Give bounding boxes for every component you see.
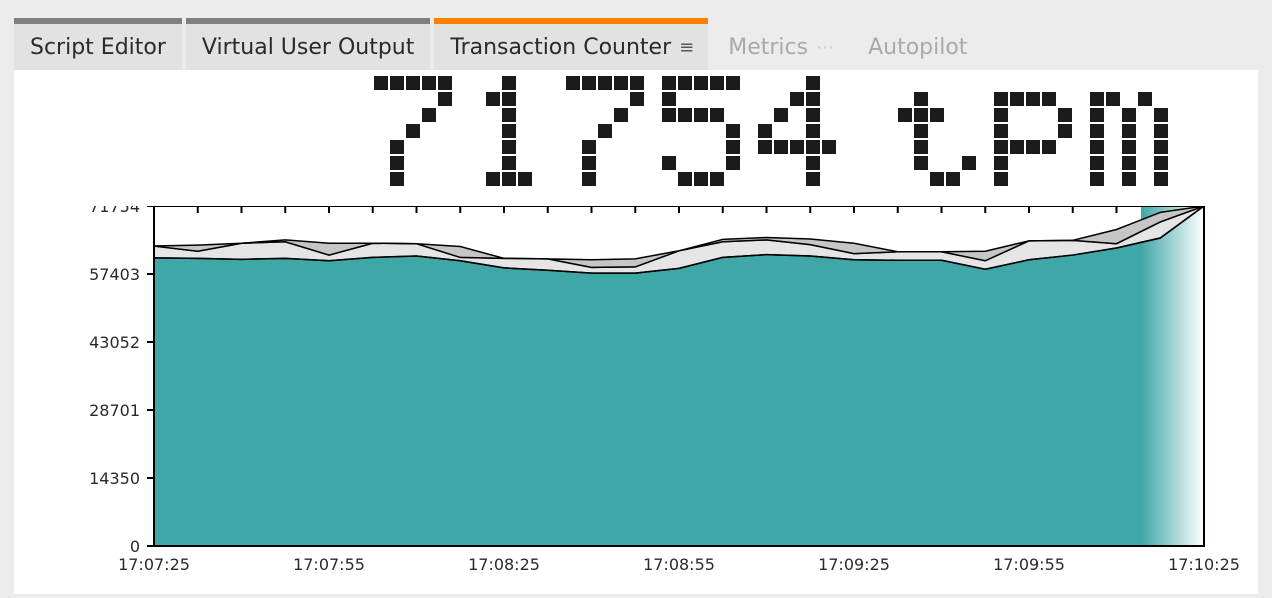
counter-char [662, 76, 740, 186]
tab-label: Transaction Counter [450, 35, 671, 60]
counter-char [898, 76, 976, 186]
tab-metrics: Metrics ⋯ [712, 18, 848, 70]
svg-text:17:08:25: 17:08:25 [468, 555, 540, 574]
svg-text:17:07:25: 17:07:25 [118, 555, 190, 574]
svg-text:17:08:55: 17:08:55 [643, 555, 715, 574]
tpm-chart: 0 14350 28701 43052 57403 71754 17:07:25 17:07:… [34, 206, 1244, 586]
tab-label: Autopilot [868, 35, 967, 60]
counter-char [470, 76, 548, 186]
tab-autopilot: Autopilot [852, 18, 983, 70]
tab-glyph-icon: ⋯ [816, 37, 832, 58]
transaction-counter-panel: 0 14350 28701 43052 57403 71754 17:07:25 17:07:… [14, 70, 1258, 594]
tab-script-editor[interactable]: Script Editor [14, 18, 182, 70]
svg-text:71754: 71754 [89, 206, 140, 216]
tab-label: Virtual User Output [202, 35, 414, 60]
svg-text:43052: 43052 [89, 333, 140, 352]
tab-label: Script Editor [30, 35, 166, 60]
svg-text:17:10:25: 17:10:25 [1168, 555, 1240, 574]
svg-text:28701: 28701 [89, 401, 140, 420]
tpm-counter-display [374, 76, 1168, 186]
svg-text:0: 0 [130, 537, 140, 556]
tab-virtual-user-output[interactable]: Virtual User Output [186, 18, 430, 70]
counter-char [566, 76, 644, 186]
tab-glyph-icon: ≡ [679, 37, 692, 58]
counter-char [1090, 76, 1168, 186]
svg-text:14350: 14350 [89, 469, 140, 488]
tab-label: Metrics [728, 35, 808, 60]
tab-transaction-counter[interactable]: Transaction Counter ≡ [434, 18, 708, 70]
svg-text:17:09:55: 17:09:55 [993, 555, 1065, 574]
counter-char [758, 76, 836, 186]
svg-text:17:09:25: 17:09:25 [818, 555, 890, 574]
tab-bar: Script Editor Virtual User Output Transact… [0, 0, 1272, 70]
counter-space [854, 76, 880, 186]
svg-text:57403: 57403 [89, 265, 140, 284]
counter-char [374, 76, 452, 186]
svg-text:17:07:55: 17:07:55 [293, 555, 365, 574]
counter-char [994, 76, 1072, 186]
